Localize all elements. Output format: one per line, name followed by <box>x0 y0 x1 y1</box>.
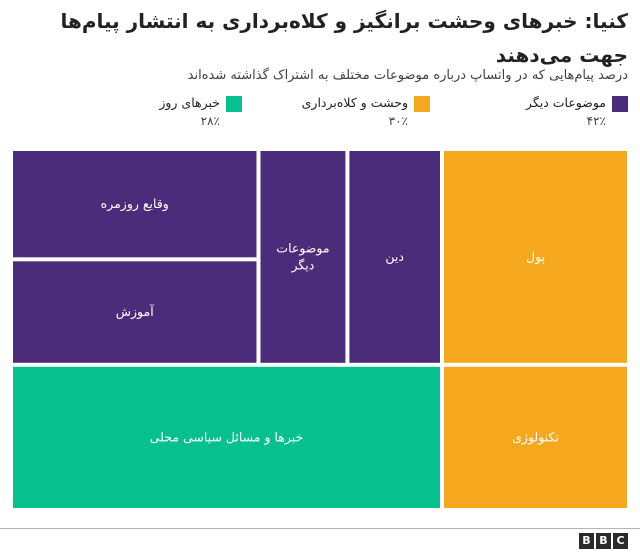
bbc-logo: B B C <box>579 533 628 549</box>
footer-divider <box>0 528 640 529</box>
legend-swatch-other-topics <box>612 96 628 112</box>
other-other-topics-tile <box>260 151 346 363</box>
other-education-tile <box>13 261 257 363</box>
legend-item-scams: وحشت و کلاه‌برداری ۳۰٪ <box>240 95 430 128</box>
legend-swatch-scams <box>414 96 430 112</box>
legend-value-other-topics: ۴۲٪ <box>586 114 606 128</box>
bbc-logo-letter: B <box>579 533 594 549</box>
news-local-politics-tile <box>13 366 440 508</box>
other-other-topics-label: موضوعات دیگر <box>276 240 329 273</box>
bbc-logo-letter: C <box>613 533 628 549</box>
legend-label-other-topics: موضوعات دیگر <box>525 95 606 110</box>
chart-subtitle: درصد پیام‌هایی که در واتساپ درباره موضوع… <box>187 68 628 83</box>
news-local-politics-label: خبرها و مسائل سیاسی محلی <box>150 429 304 445</box>
legend-swatch-daily-news <box>226 96 242 112</box>
scams-technology-label: تکنولوژی <box>512 429 559 445</box>
other-religion-label: دین <box>385 249 404 265</box>
other-daily-events-tile <box>13 151 257 258</box>
scams-technology-tile <box>444 366 627 508</box>
bbc-logo-letter: B <box>596 533 611 549</box>
legend-value-daily-news: ۲۸٪ <box>200 114 220 128</box>
other-religion-tile <box>349 151 440 363</box>
scams-money-label: پول <box>526 249 546 265</box>
scams-money-tile <box>444 151 627 363</box>
legend-value-scams: ۳۰٪ <box>388 114 408 128</box>
legend-item-other-topics: موضوعات دیگر ۴۲٪ <box>442 95 628 128</box>
legend-label-scams: وحشت و کلاه‌برداری <box>301 95 408 110</box>
other-education-label: آموزش <box>116 304 154 320</box>
legend-label-daily-news: خبرهای روز <box>159 95 220 110</box>
chart-title: کنیا: خبرهای وحشت برانگیز و کلاه‌برداری … <box>60 9 628 67</box>
legend-item-daily-news: خبرهای روز ۲۸٪ <box>100 95 242 128</box>
other-daily-events-label: وقایع روزمره <box>101 196 169 212</box>
